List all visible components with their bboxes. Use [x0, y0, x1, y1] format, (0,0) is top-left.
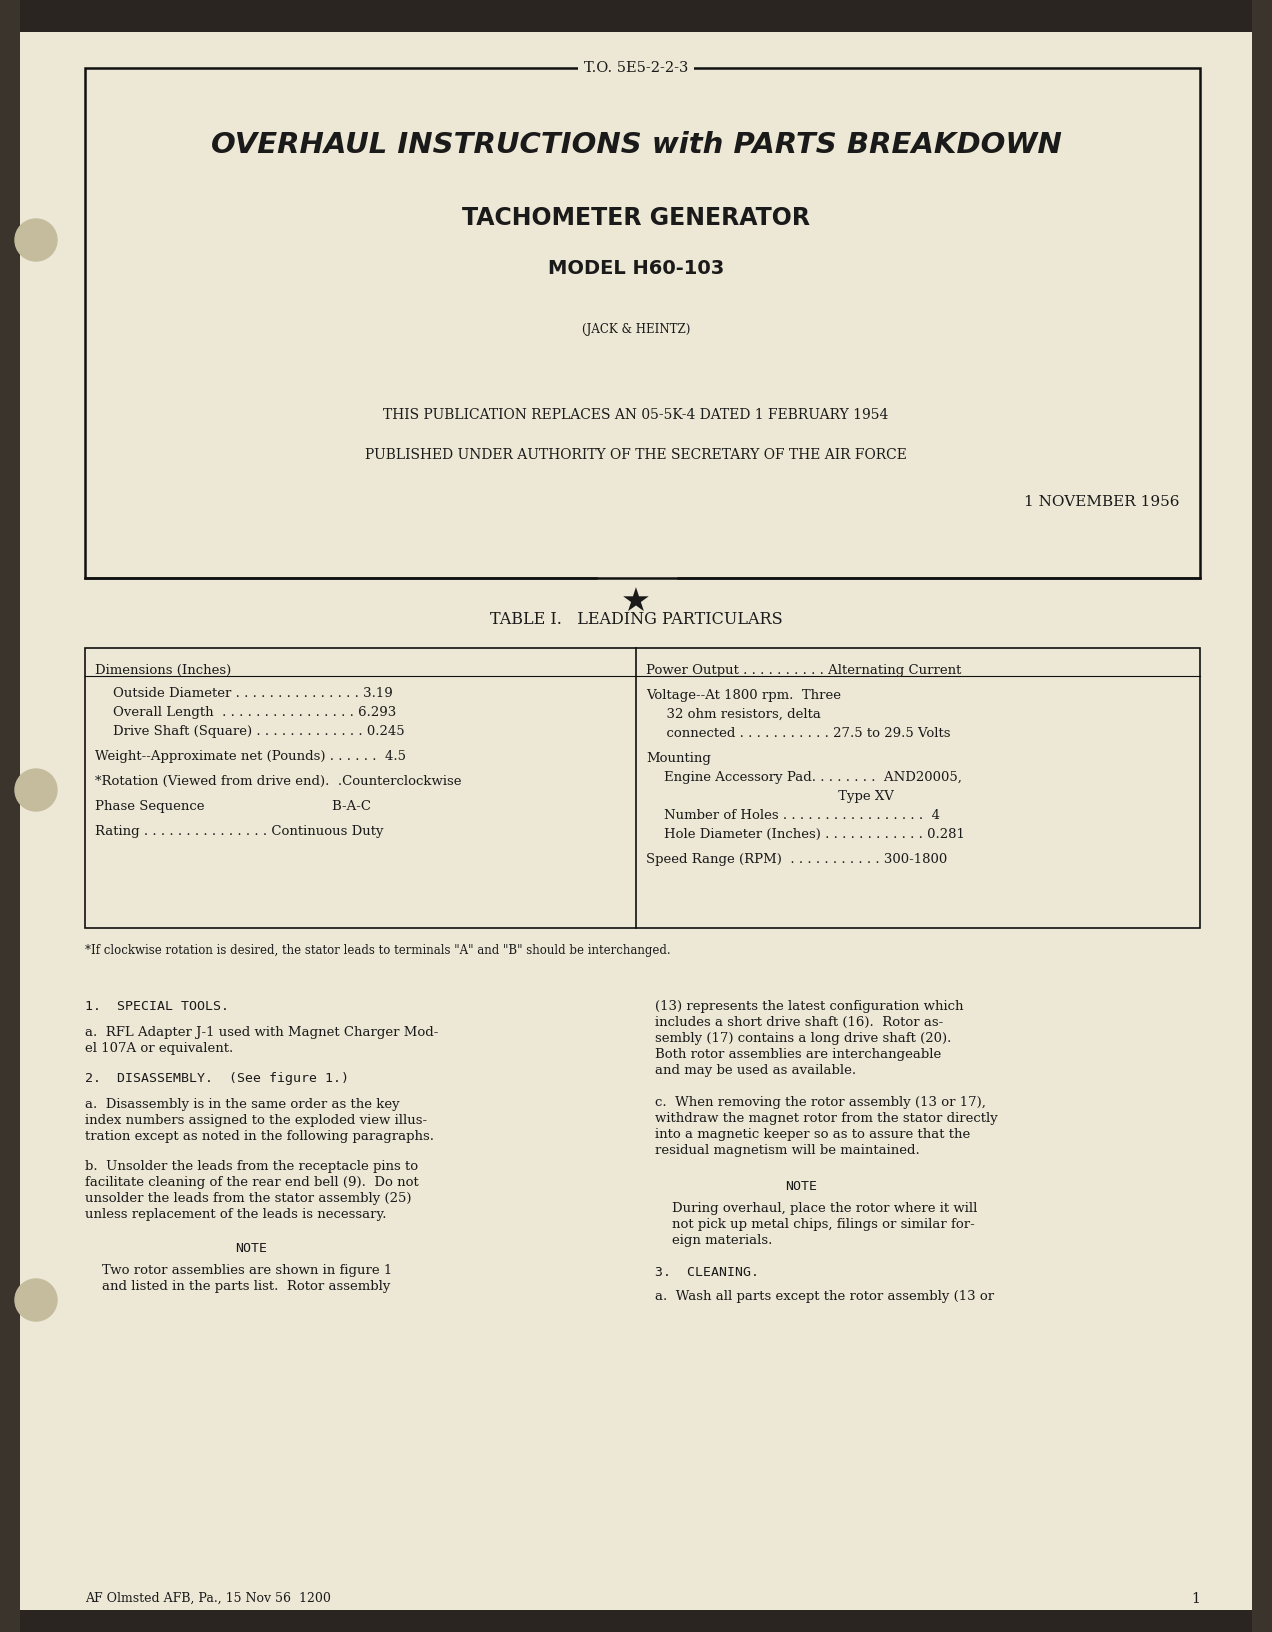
Text: 1: 1: [1191, 1591, 1199, 1606]
Text: a.  Wash all parts except the rotor assembly (13 or: a. Wash all parts except the rotor assem…: [655, 1289, 995, 1302]
Bar: [85, 648, 1199, 929]
Text: into a magnetic keeper so as to assure that the: into a magnetic keeper so as to assure t…: [655, 1128, 971, 1141]
Text: Drive Shaft (Square) . . . . . . . . . . . . . 0.245: Drive Shaft (Square) . . . . . . . . . .…: [113, 725, 404, 738]
Bar: [0, 0, 20, 1632]
Text: Mounting: Mounting: [646, 752, 711, 765]
Text: c.  When removing the rotor assembly (13 or 17),: c. When removing the rotor assembly (13 …: [655, 1097, 986, 1110]
Text: THIS PUBLICATION REPLACES AN 05-5K-4 DATED 1 FEBRUARY 1954: THIS PUBLICATION REPLACES AN 05-5K-4 DAT…: [383, 408, 889, 423]
Circle shape: [15, 769, 57, 811]
Text: Voltage--At 1800 rpm.  Three: Voltage--At 1800 rpm. Three: [646, 689, 841, 702]
Text: unless replacement of the leads is necessary.: unless replacement of the leads is neces…: [85, 1208, 387, 1221]
Text: (13) represents the latest configuration which: (13) represents the latest configuration…: [655, 1000, 963, 1013]
Text: 1 NOVEMBER 1956: 1 NOVEMBER 1956: [1024, 494, 1180, 509]
Text: 1.  SPECIAL TOOLS.: 1. SPECIAL TOOLS.: [85, 1000, 229, 1013]
Text: 32 ohm resistors, delta: 32 ohm resistors, delta: [658, 708, 820, 721]
Bar: [0, 0, 1272, 33]
Text: Overall Length  . . . . . . . . . . . . . . . . 6.293: Overall Length . . . . . . . . . . . . .…: [113, 707, 397, 720]
Text: Dimensions (Inches): Dimensions (Inches): [95, 664, 232, 677]
Text: *If clockwise rotation is desired, the stator leads to terminals "A" and "B" sho: *If clockwise rotation is desired, the s…: [85, 943, 670, 956]
Text: NOTE: NOTE: [235, 1242, 267, 1255]
Text: and listed in the parts list.  Rotor assembly: and listed in the parts list. Rotor asse…: [85, 1279, 391, 1293]
Text: residual magnetism will be maintained.: residual magnetism will be maintained.: [655, 1144, 920, 1157]
Text: Engine Accessory Pad. . . . . . . .  AND20005,: Engine Accessory Pad. . . . . . . . AND2…: [664, 770, 962, 783]
Text: AF Olmsted AFB, Pa., 15 Nov 56  1200: AF Olmsted AFB, Pa., 15 Nov 56 1200: [85, 1591, 331, 1604]
Text: T.O. 5E5-2-2-3: T.O. 5E5-2-2-3: [584, 60, 688, 75]
Text: index numbers assigned to the exploded view illus-: index numbers assigned to the exploded v…: [85, 1115, 427, 1128]
Text: el 107A or equivalent.: el 107A or equivalent.: [85, 1041, 233, 1054]
Text: Power Output . . . . . . . . . . Alternating Current: Power Output . . . . . . . . . . Alterna…: [646, 664, 962, 677]
Text: not pick up metal chips, filings or similar for-: not pick up metal chips, filings or simi…: [655, 1217, 974, 1231]
Text: unsolder the leads from the stator assembly (25): unsolder the leads from the stator assem…: [85, 1191, 412, 1204]
Text: Number of Holes . . . . . . . . . . . . . . . . .  4: Number of Holes . . . . . . . . . . . . …: [664, 809, 940, 823]
Text: Phase Sequence                              B-A-C: Phase Sequence B-A-C: [95, 800, 371, 813]
Text: facilitate cleaning of the rear end bell (9).  Do not: facilitate cleaning of the rear end bell…: [85, 1177, 418, 1190]
Text: Outside Diameter . . . . . . . . . . . . . . . 3.19: Outside Diameter . . . . . . . . . . . .…: [113, 687, 393, 700]
Text: connected . . . . . . . . . . . 27.5 to 29.5 Volts: connected . . . . . . . . . . . 27.5 to …: [658, 726, 950, 739]
Text: withdraw the magnet rotor from the stator directly: withdraw the magnet rotor from the stato…: [655, 1111, 997, 1124]
Circle shape: [15, 1279, 57, 1320]
Text: TABLE I.   LEADING PARTICULARS: TABLE I. LEADING PARTICULARS: [490, 612, 782, 628]
Text: *Rotation (Viewed from drive end).  .Counterclockwise: *Rotation (Viewed from drive end). .Coun…: [95, 775, 462, 788]
Text: Both rotor assemblies are interchangeable: Both rotor assemblies are interchangeabl…: [655, 1048, 941, 1061]
Text: b.  Unsolder the leads from the receptacle pins to: b. Unsolder the leads from the receptacl…: [85, 1160, 418, 1173]
Text: eign materials.: eign materials.: [655, 1234, 772, 1247]
Text: During overhaul, place the rotor where it will: During overhaul, place the rotor where i…: [655, 1203, 977, 1214]
Text: NOTE: NOTE: [785, 1180, 817, 1193]
Text: (JACK & HEINTZ): (JACK & HEINTZ): [581, 323, 691, 336]
Text: MODEL H60-103: MODEL H60-103: [548, 258, 724, 277]
Text: Rating . . . . . . . . . . . . . . . Continuous Duty: Rating . . . . . . . . . . . . . . . Con…: [95, 826, 383, 837]
Text: sembly (17) contains a long drive shaft (20).: sembly (17) contains a long drive shaft …: [655, 1031, 951, 1044]
Text: includes a short drive shaft (16).  Rotor as-: includes a short drive shaft (16). Rotor…: [655, 1017, 944, 1030]
Text: a.  RFL Adapter J-1 used with Magnet Charger Mod-: a. RFL Adapter J-1 used with Magnet Char…: [85, 1027, 439, 1040]
Text: ★: ★: [621, 586, 651, 619]
Text: Speed Range (RPM)  . . . . . . . . . . . 300-1800: Speed Range (RPM) . . . . . . . . . . . …: [646, 854, 948, 867]
Text: 3.  CLEANING.: 3. CLEANING.: [655, 1266, 759, 1279]
Text: tration except as noted in the following paragraphs.: tration except as noted in the following…: [85, 1129, 434, 1142]
Text: Weight--Approximate net (Pounds) . . . . . .  4.5: Weight--Approximate net (Pounds) . . . .…: [95, 751, 406, 764]
Text: OVERHAUL INSTRUCTIONS with PARTS BREAKDOWN: OVERHAUL INSTRUCTIONS with PARTS BREAKDO…: [211, 131, 1061, 158]
Text: Type XV: Type XV: [664, 790, 894, 803]
Bar: [85, 69, 1199, 578]
Text: TACHOMETER GENERATOR: TACHOMETER GENERATOR: [462, 206, 810, 230]
Text: Two rotor assemblies are shown in figure 1: Two rotor assemblies are shown in figure…: [85, 1265, 392, 1276]
Text: 2.  DISASSEMBLY.  (See figure 1.): 2. DISASSEMBLY. (See figure 1.): [85, 1072, 349, 1085]
Text: a.  Disassembly is in the same order as the key: a. Disassembly is in the same order as t…: [85, 1098, 399, 1111]
Text: PUBLISHED UNDER AUTHORITY OF THE SECRETARY OF THE AIR FORCE: PUBLISHED UNDER AUTHORITY OF THE SECRETA…: [365, 449, 907, 462]
Bar: [1252, 0, 1272, 1632]
Text: and may be used as available.: and may be used as available.: [655, 1064, 856, 1077]
Circle shape: [15, 219, 57, 261]
Bar: [0, 1611, 1272, 1632]
Text: Hole Diameter (Inches) . . . . . . . . . . . . 0.281: Hole Diameter (Inches) . . . . . . . . .…: [664, 827, 965, 840]
